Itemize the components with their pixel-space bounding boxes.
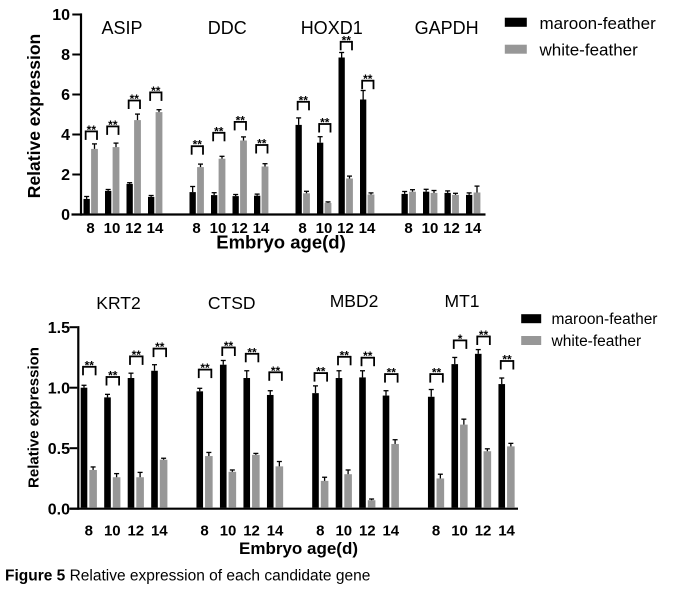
svg-text:2: 2 bbox=[61, 167, 70, 184]
svg-text:maroon-feather: maroon-feather bbox=[540, 14, 657, 33]
svg-text:12: 12 bbox=[337, 220, 354, 237]
svg-text:**: ** bbox=[299, 93, 309, 107]
svg-text:MT1: MT1 bbox=[445, 291, 480, 311]
svg-text:10: 10 bbox=[451, 522, 468, 539]
svg-text:**: ** bbox=[151, 84, 161, 98]
svg-text:**: ** bbox=[247, 345, 257, 359]
svg-text:10: 10 bbox=[52, 7, 70, 24]
svg-text:10: 10 bbox=[104, 220, 121, 237]
svg-text:8: 8 bbox=[200, 522, 208, 539]
svg-text:white-feather: white-feather bbox=[539, 40, 639, 59]
svg-text:14: 14 bbox=[359, 220, 376, 237]
svg-text:CTSD: CTSD bbox=[208, 293, 256, 313]
svg-text:**: ** bbox=[108, 369, 118, 383]
svg-text:**: ** bbox=[316, 365, 326, 379]
svg-text:4: 4 bbox=[61, 127, 70, 144]
svg-text:12: 12 bbox=[231, 220, 248, 237]
svg-text:**: ** bbox=[193, 138, 203, 152]
svg-text:12: 12 bbox=[243, 522, 260, 539]
svg-text:8: 8 bbox=[432, 522, 440, 539]
svg-text:**: ** bbox=[132, 348, 142, 362]
svg-text:**: ** bbox=[224, 339, 234, 353]
svg-text:Figure 5 Relative expression o: Figure 5 Relative expression of each can… bbox=[5, 568, 370, 585]
svg-text:8: 8 bbox=[86, 220, 94, 237]
svg-text:white-feather: white-feather bbox=[551, 333, 642, 350]
svg-text:**: ** bbox=[363, 72, 373, 86]
svg-text:14: 14 bbox=[253, 220, 270, 237]
svg-text:10: 10 bbox=[210, 220, 227, 237]
svg-text:**: ** bbox=[87, 123, 97, 137]
svg-text:12: 12 bbox=[359, 522, 376, 539]
svg-text:6: 6 bbox=[61, 87, 70, 104]
svg-text:12: 12 bbox=[127, 522, 144, 539]
svg-text:DDC: DDC bbox=[208, 18, 247, 38]
svg-text:**: ** bbox=[363, 349, 373, 363]
svg-text:**: ** bbox=[130, 92, 140, 106]
svg-text:12: 12 bbox=[475, 522, 492, 539]
svg-text:Relative expression: Relative expression bbox=[26, 347, 43, 488]
svg-text:14: 14 bbox=[147, 220, 164, 237]
svg-text:14: 14 bbox=[498, 522, 515, 539]
svg-text:**: ** bbox=[257, 137, 267, 151]
svg-text:**: ** bbox=[502, 353, 512, 367]
svg-text:8: 8 bbox=[404, 220, 412, 237]
svg-text:**: ** bbox=[340, 348, 350, 362]
svg-text:8: 8 bbox=[85, 522, 93, 539]
svg-text:**: ** bbox=[236, 113, 246, 127]
svg-text:ASIP: ASIP bbox=[101, 18, 142, 38]
svg-text:KRT2: KRT2 bbox=[96, 293, 140, 313]
svg-text:10: 10 bbox=[316, 220, 333, 237]
svg-text:**: ** bbox=[155, 340, 165, 354]
svg-text:maroon-feather: maroon-feather bbox=[552, 311, 658, 328]
svg-text:**: ** bbox=[432, 366, 442, 380]
svg-text:12: 12 bbox=[443, 220, 460, 237]
svg-text:**: ** bbox=[108, 118, 118, 132]
svg-text:10: 10 bbox=[335, 522, 352, 539]
svg-text:MBD2: MBD2 bbox=[330, 291, 379, 311]
svg-text:0.0: 0.0 bbox=[48, 501, 70, 518]
svg-text:10: 10 bbox=[422, 220, 439, 237]
svg-text:**: ** bbox=[85, 358, 95, 372]
svg-text:10: 10 bbox=[220, 522, 237, 539]
svg-text:**: ** bbox=[214, 124, 224, 138]
svg-text:1.0: 1.0 bbox=[48, 380, 70, 397]
svg-text:10: 10 bbox=[104, 522, 121, 539]
svg-text:14: 14 bbox=[465, 220, 482, 237]
svg-text:14: 14 bbox=[267, 522, 284, 539]
svg-text:GAPDH: GAPDH bbox=[415, 18, 479, 38]
svg-text:**: ** bbox=[387, 366, 397, 380]
svg-text:8: 8 bbox=[316, 522, 324, 539]
svg-text:0.5: 0.5 bbox=[48, 441, 70, 458]
svg-text:Embryo age(d): Embryo age(d) bbox=[239, 539, 358, 558]
svg-text:**: ** bbox=[342, 33, 352, 47]
svg-text:8: 8 bbox=[61, 47, 70, 64]
svg-text:**: ** bbox=[320, 116, 330, 130]
svg-text:Embryo age(d): Embryo age(d) bbox=[216, 232, 346, 253]
svg-text:**: ** bbox=[200, 361, 210, 375]
svg-text:Relative expression: Relative expression bbox=[24, 34, 44, 198]
svg-text:1.5: 1.5 bbox=[48, 320, 70, 337]
svg-text:14: 14 bbox=[382, 522, 399, 539]
svg-text:*: * bbox=[458, 332, 463, 346]
svg-text:14: 14 bbox=[151, 522, 168, 539]
svg-text:8: 8 bbox=[298, 220, 306, 237]
svg-text:HOXD1: HOXD1 bbox=[301, 18, 363, 38]
svg-text:**: ** bbox=[479, 328, 489, 342]
svg-text:**: ** bbox=[271, 364, 281, 378]
svg-text:0: 0 bbox=[61, 207, 70, 224]
svg-text:8: 8 bbox=[192, 220, 200, 237]
svg-text:12: 12 bbox=[125, 220, 142, 237]
